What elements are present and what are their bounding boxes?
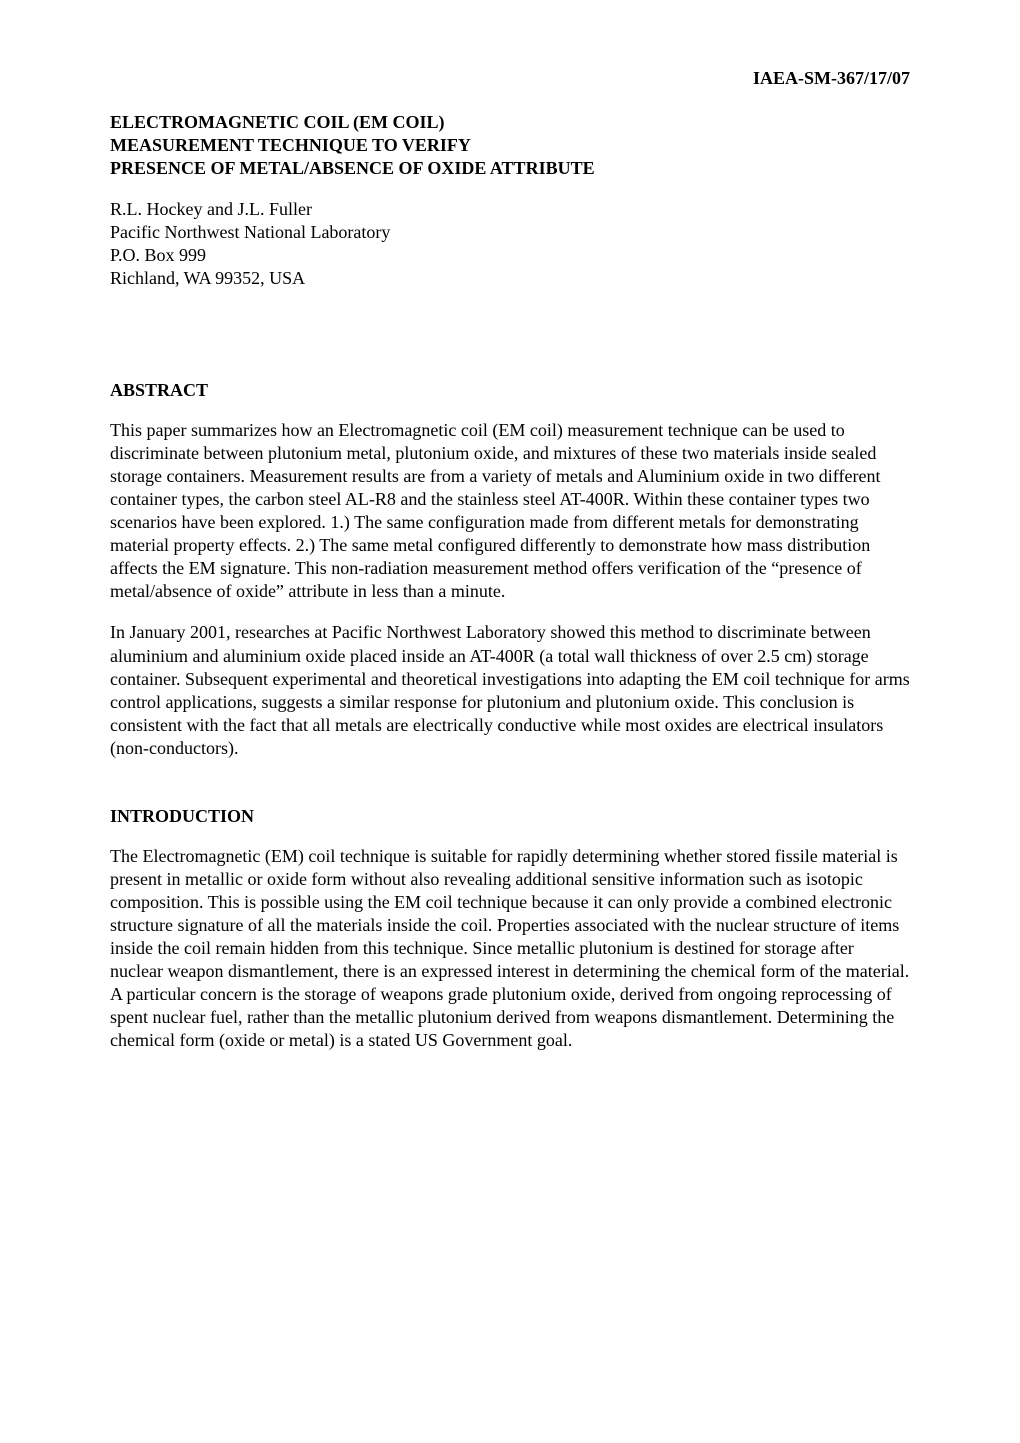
page: IAEA-SM-367/17/07 ELECTROMAGNETIC COIL (…	[0, 0, 1020, 1443]
document-id: IAEA-SM-367/17/07	[110, 68, 910, 89]
abstract-heading: ABSTRACT	[110, 380, 910, 401]
title-line-3: PRESENCE OF METAL/ABSENCE OF OXIDE ATTRI…	[110, 157, 910, 180]
introduction-paragraph-1: The Electromagnetic (EM) coil technique …	[110, 845, 910, 1052]
author-address-1: P.O. Box 999	[110, 244, 910, 267]
abstract-paragraph-1: This paper summarizes how an Electromagn…	[110, 419, 910, 603]
author-names: R.L. Hockey and J.L. Fuller	[110, 198, 910, 221]
author-block: R.L. Hockey and J.L. Fuller Pacific Nort…	[110, 198, 910, 290]
title-line-1: ELECTROMAGNETIC COIL (EM COIL)	[110, 111, 910, 134]
author-address-2: Richland, WA 99352, USA	[110, 267, 910, 290]
author-affiliation: Pacific Northwest National Laboratory	[110, 221, 910, 244]
introduction-heading: INTRODUCTION	[110, 806, 910, 827]
title-line-2: MEASUREMENT TECHNIQUE TO VERIFY	[110, 134, 910, 157]
abstract-paragraph-2: In January 2001, researches at Pacific N…	[110, 621, 910, 759]
title-block: ELECTROMAGNETIC COIL (EM COIL) MEASUREME…	[110, 111, 910, 180]
